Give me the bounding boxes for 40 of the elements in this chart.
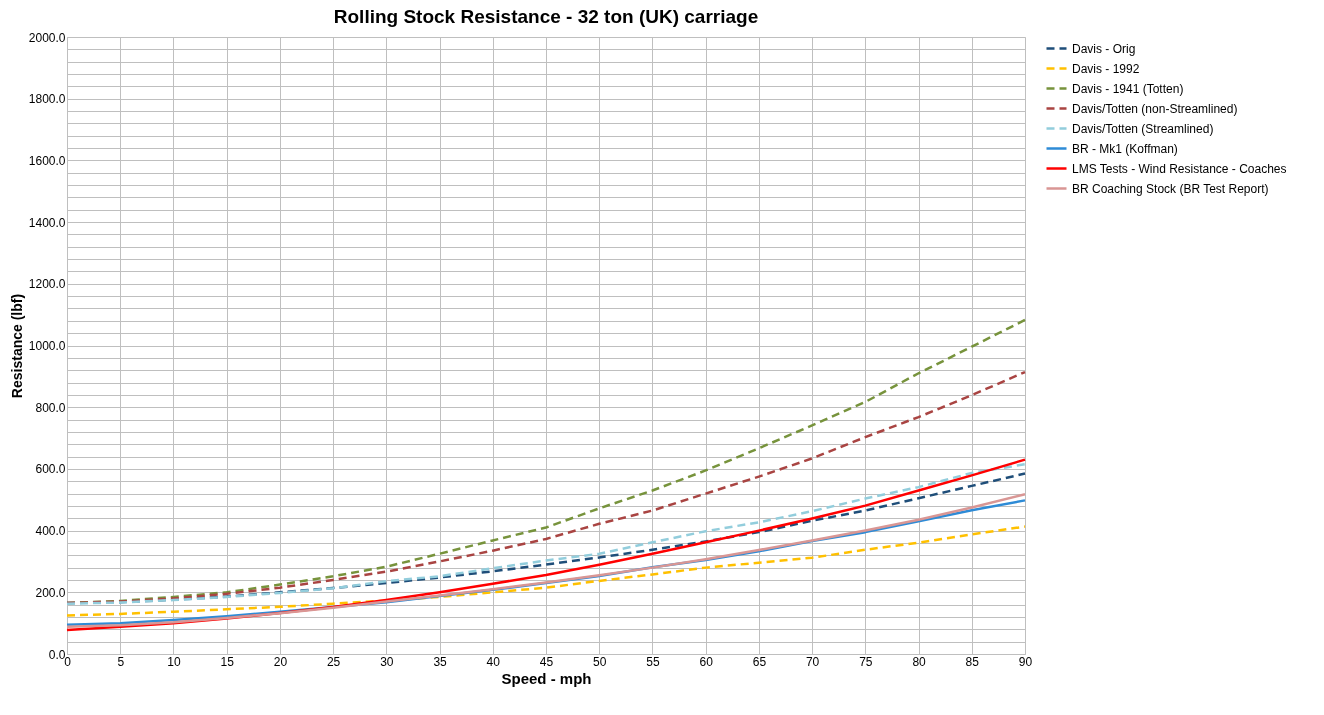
legend-label: BR Coaching Stock (BR Test Report) <box>1072 181 1269 196</box>
legend-label: Davis - 1992 <box>1072 61 1140 76</box>
x-tick-label: 30 <box>380 654 394 669</box>
legend-label: Davis/Totten (Streamlined) <box>1072 121 1214 136</box>
x-tick-label: 20 <box>273 654 288 669</box>
x-axis-title: Speed - mph <box>501 669 592 687</box>
y-tick-label: 400.0 <box>35 524 66 539</box>
x-tick-label: 85 <box>965 654 980 669</box>
y-tick-label: 1800.0 <box>28 92 66 107</box>
legend-label: Davis/Totten (non-Streamlined) <box>1072 101 1238 116</box>
x-tick-label: 90 <box>1018 654 1033 669</box>
x-tick-label: 50 <box>593 654 607 669</box>
legend-label: LMS Tests - Wind Resistance - Coaches <box>1072 161 1287 176</box>
legend-label: Davis - Orig <box>1072 41 1136 56</box>
x-tick-label: 75 <box>859 654 873 669</box>
x-tick-label: 0 <box>64 654 72 669</box>
x-tick-label: 70 <box>805 654 820 669</box>
y-tick-label: 600.0 <box>35 462 66 477</box>
legend-label: Davis - 1941 (Totten) <box>1072 81 1184 96</box>
y-tick-label: 1600.0 <box>28 153 66 168</box>
legend-label: BR - Mk1 (Koffman) <box>1072 141 1178 156</box>
x-tick-label: 15 <box>220 654 235 669</box>
x-tick-label: 60 <box>699 654 714 669</box>
y-tick-label: 1400.0 <box>28 215 66 230</box>
y-tick-label: 200.0 <box>35 585 66 600</box>
x-tick-label: 65 <box>752 654 767 669</box>
x-tick-label: 45 <box>539 654 554 669</box>
x-tick-label: 35 <box>433 654 448 669</box>
x-tick-label: 55 <box>646 654 660 669</box>
y-tick-label: 800.0 <box>35 400 66 415</box>
x-tick-label: 10 <box>167 654 181 669</box>
y-tick-label: 1200.0 <box>28 277 66 292</box>
chart-title: Rolling Stock Resistance - 32 ton (UK) carriage <box>333 6 759 27</box>
y-tick-label: 2000.0 <box>28 30 66 45</box>
x-tick-label: 80 <box>912 654 927 669</box>
y-tick-label: 1000.0 <box>28 339 66 353</box>
y-axis-title: Resistance (lbf) <box>8 293 25 399</box>
x-tick-label: 40 <box>486 654 501 669</box>
x-tick-label: 5 <box>117 654 125 669</box>
x-tick-label: 25 <box>326 654 341 669</box>
